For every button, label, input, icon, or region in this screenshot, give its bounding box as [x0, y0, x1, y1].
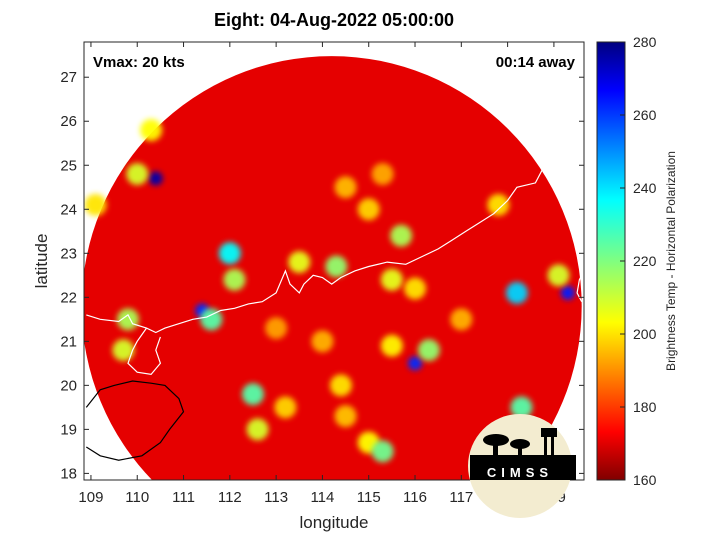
coastline-hainan: [85, 380, 185, 461]
x-tick-label: 117: [449, 489, 473, 506]
y-tick-label: 21: [60, 333, 77, 350]
brightness-feature: [450, 308, 473, 331]
x-tick-label: 115: [357, 489, 381, 506]
brightness-feature: [241, 383, 264, 406]
colorbar-label: Brightness Temp - Horizontal Polarizatio…: [664, 151, 678, 371]
colorbar-tick-label: 180: [633, 399, 657, 415]
brightness-feature: [311, 330, 334, 353]
brightness-feature: [84, 193, 107, 216]
brightness-feature: [246, 418, 269, 441]
brightness-feature: [274, 396, 297, 419]
brightness-feature: [288, 251, 311, 274]
x-tick-label: 110: [125, 489, 149, 506]
brightness-feature: [116, 308, 139, 331]
x-tick-label: 116: [403, 489, 427, 506]
vmax-label: Vmax: 20 kts: [93, 54, 185, 71]
y-axis: 18 19 20 21 22 23 24 25 26 27: [60, 69, 584, 482]
brightness-feature: [325, 255, 348, 278]
colorbar-tick-label: 280: [633, 34, 657, 50]
colorbar-ticks: 280 260 240 220 200 180 160: [620, 34, 657, 488]
brightness-feature: [560, 285, 575, 300]
y-tick-label: 22: [60, 289, 77, 306]
brightness-features: [84, 119, 575, 463]
cimss-logo-text: CIMSS: [487, 465, 553, 480]
chart-title: Eight: 04-Aug-2022 05:00:00: [213, 10, 455, 30]
brightness-feature: [357, 198, 380, 221]
brightness-feature: [148, 171, 163, 186]
colorbar-tick-label: 240: [633, 180, 657, 196]
time-away-label: 00:14 away: [496, 54, 576, 71]
y-tick-label: 27: [60, 69, 77, 86]
brightness-feature: [200, 308, 223, 331]
brightness-feature: [218, 242, 241, 265]
brightness-feature: [223, 268, 246, 291]
colorbar-tick-label: 260: [633, 107, 657, 123]
colorbar-tick-label: 220: [633, 253, 657, 269]
brightness-feature: [547, 264, 570, 287]
colorbar-tick-label: 200: [633, 326, 657, 342]
brightness-feature: [371, 440, 394, 463]
colorbar-tick-label: 160: [633, 472, 657, 488]
x-tick-label: 109: [78, 489, 103, 506]
brightness-feature: [140, 119, 163, 142]
brightness-feature: [417, 339, 440, 362]
x-tick-label: 112: [218, 489, 242, 506]
coastline-mainland: [86, 101, 584, 334]
brightness-feature: [408, 356, 423, 371]
brightness-feature: [334, 176, 357, 199]
y-tick-label: 18: [60, 465, 77, 482]
x-axis-label: longitude: [299, 513, 368, 532]
brightness-feature: [380, 334, 403, 357]
coastline-leizhou: [127, 327, 162, 376]
x-tick-label: 111: [172, 489, 195, 506]
brightness-feature: [126, 163, 149, 186]
brightness-feature: [505, 281, 528, 304]
y-tick-label: 23: [60, 245, 77, 262]
y-tick-label: 26: [60, 113, 77, 130]
brightness-feature: [371, 163, 394, 186]
y-tick-label: 19: [60, 421, 77, 438]
brightness-feature: [487, 193, 510, 216]
x-tick-label: 114: [310, 489, 334, 506]
y-tick-label: 25: [60, 157, 77, 174]
x-tick-label: 113: [264, 489, 288, 506]
y-tick-label: 20: [60, 377, 77, 394]
axes-frame: [83, 41, 585, 481]
cimss-logo-icon: CIMSS: [468, 414, 576, 518]
brightness-feature: [329, 374, 352, 397]
brightness-feature: [390, 224, 413, 247]
brightness-feature: [380, 268, 403, 291]
brightness-feature: [510, 396, 533, 419]
brightness-feature: [334, 405, 357, 428]
y-axis-label: latitude: [32, 234, 51, 289]
brightness-feature: [404, 277, 427, 300]
y-tick-label: 24: [60, 201, 77, 218]
brightness-feature: [112, 339, 135, 362]
brightness-feature: [265, 317, 288, 340]
